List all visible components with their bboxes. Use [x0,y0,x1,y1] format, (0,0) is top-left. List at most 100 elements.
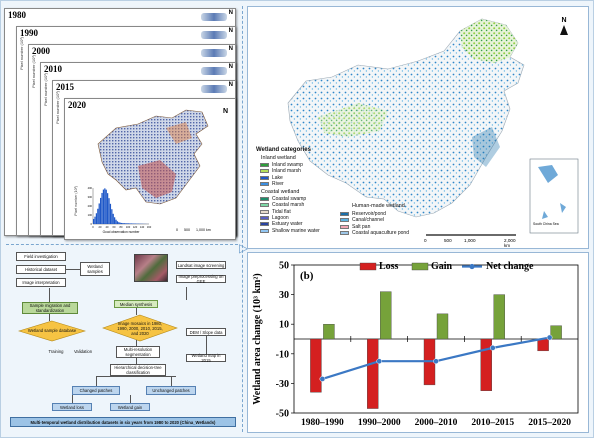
hist-bar [97,208,99,224]
legend-item: Inland swamp [260,162,303,168]
year-label-2010: 2010 [44,64,62,74]
hist-x-label: Good observation number [103,230,141,234]
hist-bar [126,223,128,224]
legend-label: Inland marsh [272,168,301,175]
inset-frame [529,158,579,234]
net-change-point [433,358,439,365]
hist-x-tick: 40 [106,225,109,229]
area-change-chart: -50 -30 -10 10 30 50 1980–1990 1990–2000 2000–20… [252,261,579,428]
front-pixel-axis-label: Pixel number (10³) [74,186,78,216]
year-label-2000: 2000 [32,46,50,56]
hist-bar [105,189,107,224]
box-interpretation: Image interpretation [16,278,66,287]
hist-bar [132,223,134,224]
legend-title: Wetland categories [256,147,311,153]
hist-bar [119,222,121,224]
legend-item: Tidal flat [260,209,291,215]
north-label: N [228,64,233,70]
legend-swatch [260,222,269,227]
hist-y-tick: 100 [88,213,93,217]
pixel-axis-label: Pixel number (10³) [43,73,48,106]
legend-item: Coastal swamp [260,196,306,202]
hist-bar [111,209,113,224]
box-integration: Sample migration and standardization [22,302,78,314]
hist-bar [129,223,131,224]
qinghai-tibet-marsh [318,103,388,137]
region-highlight-north [166,122,192,144]
front-north-label: N [222,108,228,115]
box-preprocess: Image preprocessing on GEE [176,274,226,284]
box-median: Median synthesis [114,300,158,308]
china-land [287,18,525,218]
pixel-axis-label: Pixel number (10³) [19,37,24,70]
bar-gain [379,291,392,340]
hist-y-tick: 300 [88,195,93,199]
inset-label: South China Sea [533,222,559,226]
legend-item: Salt pan [340,224,370,230]
hist-x-tick: 80 [120,225,123,229]
legend-swatch [260,215,269,220]
east-coast-wetland [472,127,500,167]
north-arrow-icon [560,25,568,35]
legend-label: Lake [272,174,283,181]
box-map2015: Wetland map in 2015 [186,353,226,363]
net-change-point [319,376,326,382]
legend-human-head: Human-made wetland [352,203,405,209]
year-label-1980: 1980 [8,10,26,20]
satellite-image [134,254,168,282]
legend-coastal-head: Coastal wetland [261,189,300,195]
box-historical: Historical dataset [16,265,66,274]
database-diamond [18,320,86,342]
bar-gain [436,313,449,340]
box-gain: Wetland gain [110,403,150,411]
legend-item: Estuary water [260,221,303,227]
hist-bar [108,198,110,224]
mini-map-strip [201,85,227,93]
map-north-arrow: N [560,17,568,35]
north-label: N [228,28,233,34]
x-tick-label: 1990–2000 [358,418,401,428]
box-field: Field investigation [16,252,66,261]
mini-map-strip [201,67,227,75]
box-hierarchical: Hierarchical decision-tree classificatio… [110,364,166,376]
panel-label: (b) [300,270,314,282]
bar-loss [366,338,379,409]
hist-bar [101,192,103,224]
legend-label: Canal/channel [352,217,384,224]
y-tick-label: -30 [276,379,289,390]
area-change-chart-panel: -50 -30 -10 10 30 50 1980–1990 1990–2000 2000–20… [247,252,589,433]
hist-x-tick: 160 [147,225,152,229]
legend-label: Tidal flat [272,208,291,215]
hist-x-tick: 100 [126,225,131,229]
pixel-axis-label: Pixel number (10³) [31,55,36,88]
legend-label: Lagoon [272,214,289,221]
box-landsat: Landsat image screening [176,261,226,269]
legend-gain-swatch [411,262,429,271]
northeast-marsh [460,19,518,63]
hist-bar [125,223,127,224]
legend-label: Reservoir/pond [352,211,386,217]
box-footer: Multi-temporal wetland distribution data… [10,417,236,427]
y-tick-label: 50 [279,261,289,272]
box-dem: DEM / Slope data [186,328,226,336]
bar-gain [550,325,562,340]
hist-bar [102,189,105,224]
divider-vertical [242,6,243,432]
legend-swatch [340,212,349,216]
legend-loss-label: Loss [379,261,399,272]
legend-item: Reservoir/pond [340,211,386,217]
box-multires: Multi-resolution segmentation [116,346,160,358]
year-label-2020: 2020 [68,100,86,110]
arrow-right-icon: ▷ [239,241,249,255]
x-tick-label: 2000–2010 [415,418,458,428]
map-scale-labels: 0 500 1,000 2,000 km [424,238,516,248]
bar-gain [323,323,335,340]
legend-swatch [260,203,269,208]
legend-item: Coastal marsh [260,202,304,208]
north-label: N [228,82,233,88]
legend-item: Shallow marine water [260,228,320,234]
front-map-panel: 0 20 40 60 80 100 120 140 160 0 100 200 300 400 Good o… [74,104,240,240]
legend-item: Coastal aquaculture pond [340,230,409,236]
bar-loss [480,338,493,391]
hist-bar [118,222,120,224]
